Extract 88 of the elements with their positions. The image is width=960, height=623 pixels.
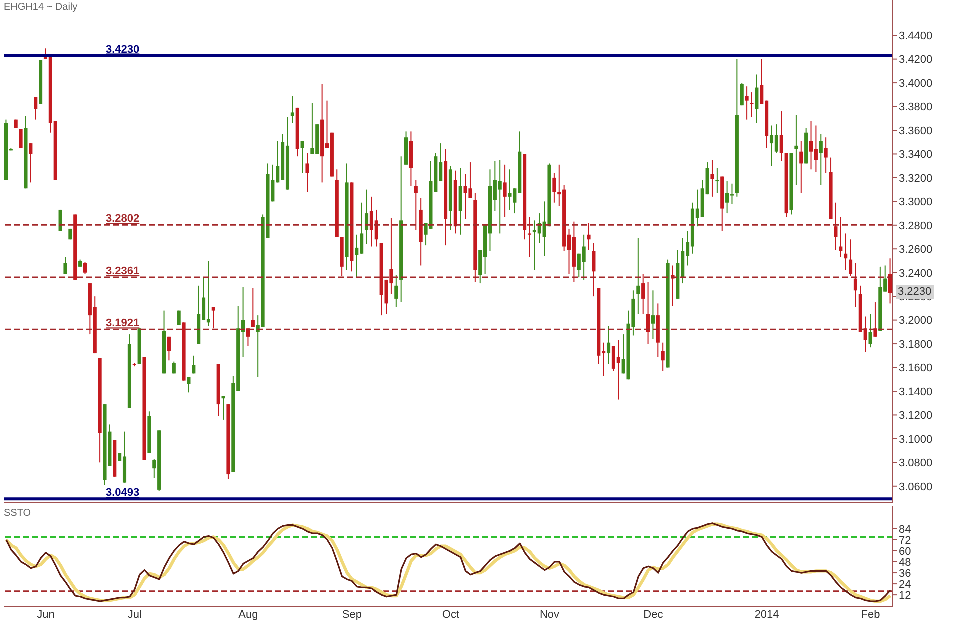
candlestick (192, 355, 196, 374)
x-tick-label: Feb (861, 609, 880, 621)
y-tick-label: 3.4000 (899, 78, 933, 90)
y-tick-label: 3.0800 (899, 458, 933, 470)
candlestick (503, 164, 507, 218)
chart-title: EHGH14 ~ Daily (4, 2, 78, 13)
candlestick (800, 140, 804, 194)
candlestick (306, 152, 310, 193)
candlestick (834, 202, 838, 251)
y-tick-label: 3.2600 (899, 244, 933, 256)
y-tick-label: 3.0600 (899, 481, 933, 494)
candlestick (251, 288, 255, 328)
candlestick (246, 328, 250, 347)
candlestick (755, 74, 759, 124)
annotation: 3.2230 (896, 285, 934, 300)
y-tick-label: 3.1200 (899, 410, 933, 422)
y-tick-label: 3.1000 (899, 434, 933, 446)
candlestick (642, 274, 646, 315)
candlestick (854, 262, 858, 308)
candlestick (34, 96, 38, 120)
x-tick-label: Sep (342, 609, 362, 621)
y-tick-label: 36 (899, 568, 912, 580)
candlestick (740, 82, 744, 106)
candlestick (64, 256, 68, 275)
candlestick (780, 111, 784, 162)
y-tick-label: 3.3200 (899, 172, 933, 185)
candlestick (888, 258, 892, 304)
candlestick (750, 92, 754, 118)
y-tick-label: 3.2400 (899, 268, 933, 280)
candlestick (745, 86, 749, 120)
candlestick (592, 242, 596, 298)
y-tick-label: 60 (899, 546, 912, 558)
candlestick (824, 137, 828, 174)
candlestick (606, 326, 611, 365)
y-tick-label: 84 (899, 524, 912, 536)
candlestick (874, 302, 878, 338)
candlestick (528, 216, 532, 258)
y-tick-label: 3.1600 (899, 362, 933, 375)
y-tick-label: 3.4400 (899, 30, 933, 42)
x-tick-label: Jul (128, 609, 142, 621)
candlestick (794, 114, 798, 186)
ref-line-label: 3.0493 (106, 487, 140, 500)
y-tick-label: 3.3600 (899, 125, 933, 138)
candlestick (29, 143, 33, 184)
candlestick (83, 262, 88, 275)
y-tick-label: 3.3000 (899, 196, 933, 209)
candlestick (222, 396, 226, 420)
x-tick-label: 2014 (754, 609, 780, 621)
y-tick-label: 3.2000 (899, 315, 933, 328)
x-tick-label: Oct (442, 609, 460, 621)
candlestick (839, 216, 843, 258)
candlestick (651, 290, 655, 340)
y-tick-label: 24 (899, 578, 912, 591)
y-tick-label: 3.1800 (899, 338, 933, 351)
candlestick (868, 314, 872, 348)
candlestick (819, 134, 823, 186)
x-tick-label: Dec (644, 609, 664, 621)
candlestick (167, 336, 171, 362)
candlestick (187, 376, 191, 394)
candlestick (710, 160, 714, 198)
candlestick (636, 238, 640, 315)
candlestick (587, 222, 591, 251)
y-tick-label: 3.2800 (899, 220, 933, 232)
candlestick (290, 96, 294, 124)
chart-title: SSTO (4, 508, 32, 519)
y-tick-label: 48 (899, 556, 912, 569)
x-tick-label: Nov (540, 609, 560, 621)
x-tick-label: Aug (238, 609, 258, 621)
candlestick (212, 306, 216, 330)
y-tick-label: 3.1400 (899, 386, 933, 398)
ref-line-label: 3.2802 (106, 213, 140, 226)
ref-line-label: 3.4230 (106, 44, 140, 56)
x-tick-label: Jun (37, 609, 55, 621)
y-tick-label: 12 (899, 590, 912, 602)
ref-line-label: 3.2361 (106, 265, 140, 278)
y-tick-label: 3.3800 (899, 102, 933, 114)
candlestick (414, 180, 418, 231)
candlestick (19, 128, 23, 149)
candlestick (844, 233, 848, 271)
candlestick (661, 342, 665, 372)
y-tick-label: 72 (899, 534, 912, 547)
ref-line-label: 3.1921 (106, 318, 140, 330)
candlestick (394, 274, 398, 308)
y-tick-label: 3.3400 (899, 149, 933, 162)
candlestick (552, 172, 556, 204)
candlestick (300, 140, 304, 174)
candlestick (848, 239, 853, 277)
y-tick-label: 3.4200 (899, 54, 933, 66)
